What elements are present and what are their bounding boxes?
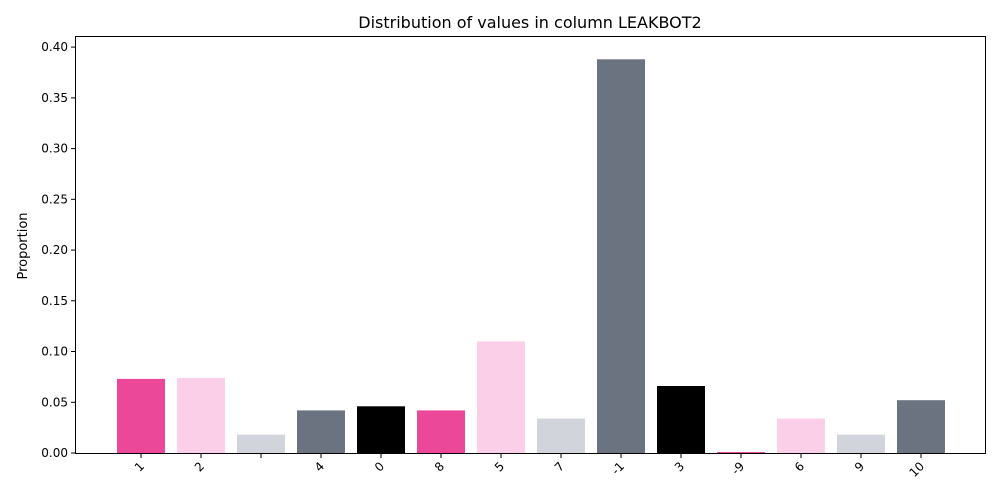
bar xyxy=(837,434,885,453)
x-tick-label: 8 xyxy=(432,459,447,474)
bar xyxy=(657,386,705,453)
x-tick-label: 2 xyxy=(192,459,207,474)
bar xyxy=(717,452,765,453)
x-tick-label: 3 xyxy=(672,459,687,474)
x-tick-label: 4 xyxy=(312,459,327,474)
bar xyxy=(537,418,585,453)
y-tick-label: 0.10 xyxy=(41,345,68,359)
y-axis-label: Proportion xyxy=(16,212,31,279)
bar xyxy=(237,434,285,453)
y-tick-label: 0.35 xyxy=(41,91,68,105)
x-tick-label: 10 xyxy=(906,459,927,480)
bar xyxy=(297,410,345,453)
bars xyxy=(117,59,945,454)
x-tick-label: -1 xyxy=(609,459,627,477)
bar xyxy=(897,400,945,453)
y-tick-label: 0.05 xyxy=(41,395,68,409)
plot-frame xyxy=(75,36,986,454)
y-tick-label: 0.20 xyxy=(41,243,68,257)
bar xyxy=(477,341,525,453)
bar xyxy=(777,418,825,453)
y-tick-label: 0.00 xyxy=(41,446,68,460)
x-tick-label: 0 xyxy=(372,459,387,474)
bar xyxy=(117,378,165,453)
y-tick-label: 0.15 xyxy=(41,294,68,308)
bar xyxy=(177,377,225,453)
x-tick-label: -9 xyxy=(729,459,747,477)
bar xyxy=(597,59,645,454)
x-tick-label: 6 xyxy=(792,459,807,474)
y-tick-label: 0.25 xyxy=(41,192,68,206)
bar xyxy=(357,406,405,453)
y-axis-ticks: 0.00 0.05 0.10 0.15 0.20 0.25 0.30 0.35 0.40 xyxy=(41,40,76,460)
y-tick-label: 0.30 xyxy=(41,142,68,156)
chart-title: Distribution of values in column LEAKBOT… xyxy=(358,13,701,32)
x-tick-label: 9 xyxy=(852,459,867,474)
x-tick-label: 5 xyxy=(492,459,507,474)
y-tick-label: 0.40 xyxy=(41,40,68,54)
x-tick-label: 7 xyxy=(552,459,567,474)
bar xyxy=(417,410,465,453)
x-axis-ticks: 1 2 4 0 8 5 7 -1 3 -9 6 9 10 xyxy=(132,453,927,480)
x-tick-label: 1 xyxy=(132,459,147,474)
